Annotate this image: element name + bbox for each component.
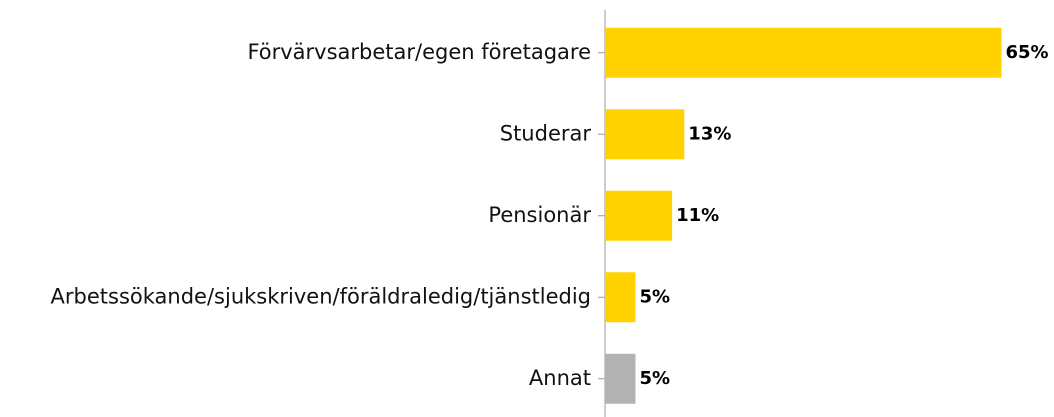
category-label: Studerar (500, 121, 592, 145)
category-label: Arbetssökande/sjukskriven/föräldraledig/… (51, 284, 591, 308)
data-label: 5% (640, 368, 671, 389)
category-label: Pensionär (488, 203, 591, 227)
bar (605, 190, 673, 241)
bar (605, 27, 1002, 78)
bar (605, 272, 636, 323)
bar (605, 109, 685, 160)
data-label: 65% (1006, 42, 1049, 63)
category-label: Förvärvsarbetar/egen företagare (247, 40, 591, 64)
category-label: Annat (529, 366, 591, 390)
data-label: 13% (688, 123, 731, 144)
data-label: 5% (640, 286, 671, 307)
data-label: 11% (676, 205, 719, 226)
bar (605, 353, 636, 404)
